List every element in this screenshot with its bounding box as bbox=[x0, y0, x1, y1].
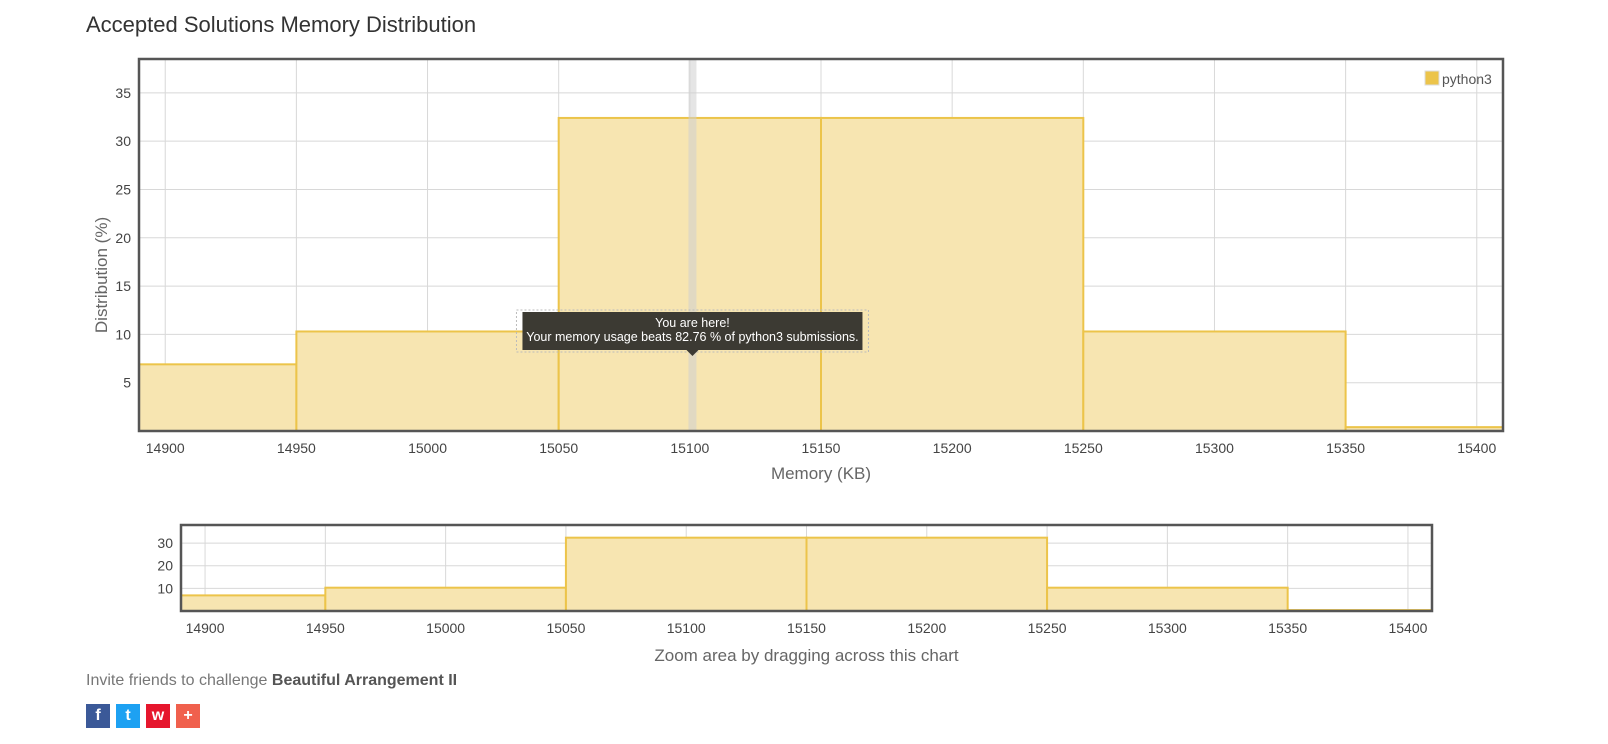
main-y-tick-label-6: 35 bbox=[115, 85, 131, 101]
main-tooltip: You are here!Your memory usage beats 82.… bbox=[515, 309, 869, 356]
zoom-plot-frame bbox=[179, 523, 1434, 613]
memory-distribution-chart[interactable]: 14900 14950 15000 15050 15100 15150 15200 15250… bbox=[0, 0, 1608, 500]
weibo-share-button[interactable]: w bbox=[146, 704, 170, 728]
zoom-x-tick-label-5: 15150 bbox=[787, 620, 826, 636]
facebook-share-button[interactable]: f bbox=[86, 704, 110, 728]
zoom-x-axis-label: Zoom area by dragging across this chart bbox=[654, 646, 959, 665]
main-y-tick-label-5: 30 bbox=[115, 133, 131, 149]
facebook-icon: f bbox=[95, 707, 101, 724]
zoom-x-tick-label-1: 14950 bbox=[306, 620, 345, 636]
invite-text: Invite friends to challenge Beautiful Ar… bbox=[86, 672, 457, 690]
main-bar-0 bbox=[138, 363, 298, 432]
main-x-tick-label-0: 14900 bbox=[146, 440, 185, 456]
plus-icon: + bbox=[183, 707, 193, 724]
main-tooltip-line-2: Your memory usage beats 82.76 % of pytho… bbox=[526, 330, 858, 344]
zoom-x-tick-label-8: 15300 bbox=[1148, 620, 1187, 636]
main-y-tick-label-4: 25 bbox=[115, 181, 131, 197]
share-buttons: f t w + bbox=[86, 704, 200, 728]
main-tooltip-line-1: You are here! bbox=[655, 316, 730, 330]
invite-prefix: Invite friends to challenge bbox=[86, 672, 272, 689]
main-x-tick-label-4: 15100 bbox=[670, 440, 709, 456]
zoom-x-tick-label-3: 15050 bbox=[546, 620, 585, 636]
main-x-tick-label-3: 15050 bbox=[539, 440, 578, 456]
main-legend-swatch bbox=[1424, 70, 1440, 86]
zoom-x-tick-label-10: 15400 bbox=[1388, 620, 1427, 636]
zoom-x-tick-label-4: 15100 bbox=[667, 620, 706, 636]
zoom-x-tick-label-0: 14900 bbox=[186, 620, 225, 636]
main-y-tick-label-3: 20 bbox=[115, 230, 131, 246]
main-x-axis-label: Memory (KB) bbox=[771, 464, 871, 483]
zoom-y-tick-label-1: 20 bbox=[157, 558, 173, 574]
twitter-share-button[interactable]: t bbox=[116, 704, 140, 728]
zoom-bar-2 bbox=[564, 536, 808, 613]
main-x-tick-label-2: 15000 bbox=[408, 440, 447, 456]
main-y-axis-label: Distribution (%) bbox=[92, 217, 111, 333]
zoom-bar-5 bbox=[1286, 609, 1433, 612]
main-x-tick-label-7: 15250 bbox=[1064, 440, 1103, 456]
main-x-tick-label-10: 15400 bbox=[1457, 440, 1496, 456]
zoom-bar-0 bbox=[180, 594, 327, 613]
main-x-tick-label-1: 14950 bbox=[277, 440, 316, 456]
main-plot-frame bbox=[137, 57, 1505, 433]
more-share-button[interactable]: + bbox=[176, 704, 200, 728]
zoom-x-tick-label-6: 15200 bbox=[907, 620, 946, 636]
main-y-tick-label-0: 5 bbox=[123, 375, 131, 391]
zoom-x-tick-label-2: 15000 bbox=[426, 620, 465, 636]
main-tooltip-pointer bbox=[686, 350, 699, 356]
main-y-tick-label-1: 10 bbox=[115, 326, 131, 342]
main-legend-label: python3 bbox=[1442, 71, 1492, 87]
main-tooltip-box bbox=[522, 312, 863, 350]
page-title: Accepted Solutions Memory Distribution bbox=[86, 12, 477, 37]
zoom-x-tick-label-7: 15250 bbox=[1028, 620, 1067, 636]
main-y-tick-label-2: 15 bbox=[115, 278, 131, 294]
weibo-icon: w bbox=[151, 707, 165, 724]
zoom-bar-4 bbox=[1046, 586, 1289, 612]
zoom-x-tick-label-9: 15350 bbox=[1268, 620, 1307, 636]
main-x-tick-label-8: 15300 bbox=[1195, 440, 1234, 456]
main-bar-3 bbox=[820, 116, 1085, 433]
zoom-bar-3 bbox=[805, 536, 1049, 613]
zoom-y-tick-label-0: 10 bbox=[157, 580, 173, 596]
main-x-tick-label-9: 15350 bbox=[1326, 440, 1365, 456]
zoom-y-tick-label-2: 30 bbox=[157, 535, 173, 551]
main-x-tick-label-6: 15200 bbox=[933, 440, 972, 456]
main-x-tick-label-5: 15150 bbox=[802, 440, 841, 456]
main-bar-4 bbox=[1082, 330, 1347, 433]
problem-name[interactable]: Beautiful Arrangement II bbox=[271, 672, 458, 689]
main-current-submission-marker bbox=[688, 59, 697, 431]
twitter-icon: t bbox=[125, 707, 131, 724]
zoom-bar-1 bbox=[324, 586, 567, 612]
main-bar-1 bbox=[295, 330, 560, 433]
